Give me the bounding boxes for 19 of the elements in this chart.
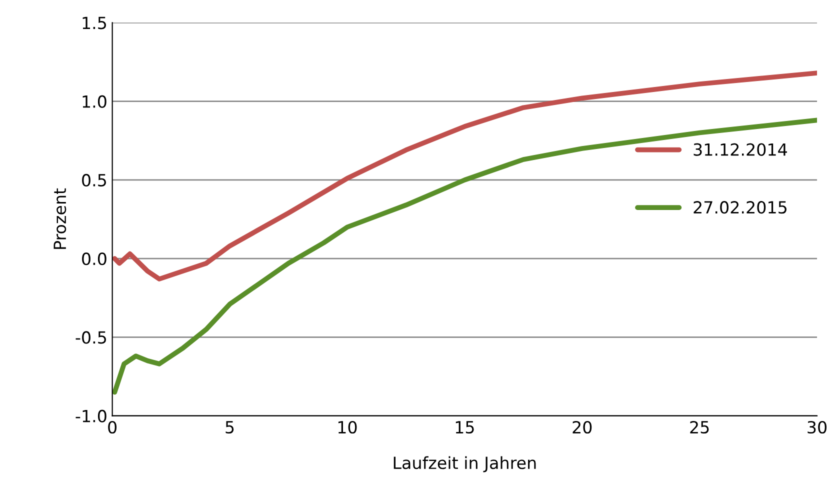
x-tick-label: 30	[808, 420, 827, 434]
legend-label: 31.12.2014	[694, 143, 787, 156]
y-tick-label: 1.0	[82, 95, 106, 108]
x-tick-label: 5	[226, 421, 234, 434]
y-tick-label: 1.5	[82, 16, 106, 30]
y-tick-label: 0.0	[82, 252, 106, 266]
y-tick-label: 0.5	[82, 174, 106, 186]
y-tick-label: -1.0	[76, 410, 106, 422]
x-tick-label: 0	[108, 420, 117, 434]
x-tick-label: 25	[690, 420, 709, 434]
line-series	[112, 70, 818, 282]
line-series	[112, 118, 818, 395]
x-tick-label: 20	[572, 420, 592, 434]
legend-label: 27.02.2015	[694, 201, 786, 214]
x-tick-label: 10	[338, 420, 357, 434]
x-axis-title: Laufzeit in Jahren	[394, 456, 536, 472]
x-tick-label: 15	[456, 421, 474, 434]
y-axis-title: Prozent	[54, 188, 66, 249]
y-tick-label: -0.5	[76, 331, 106, 344]
